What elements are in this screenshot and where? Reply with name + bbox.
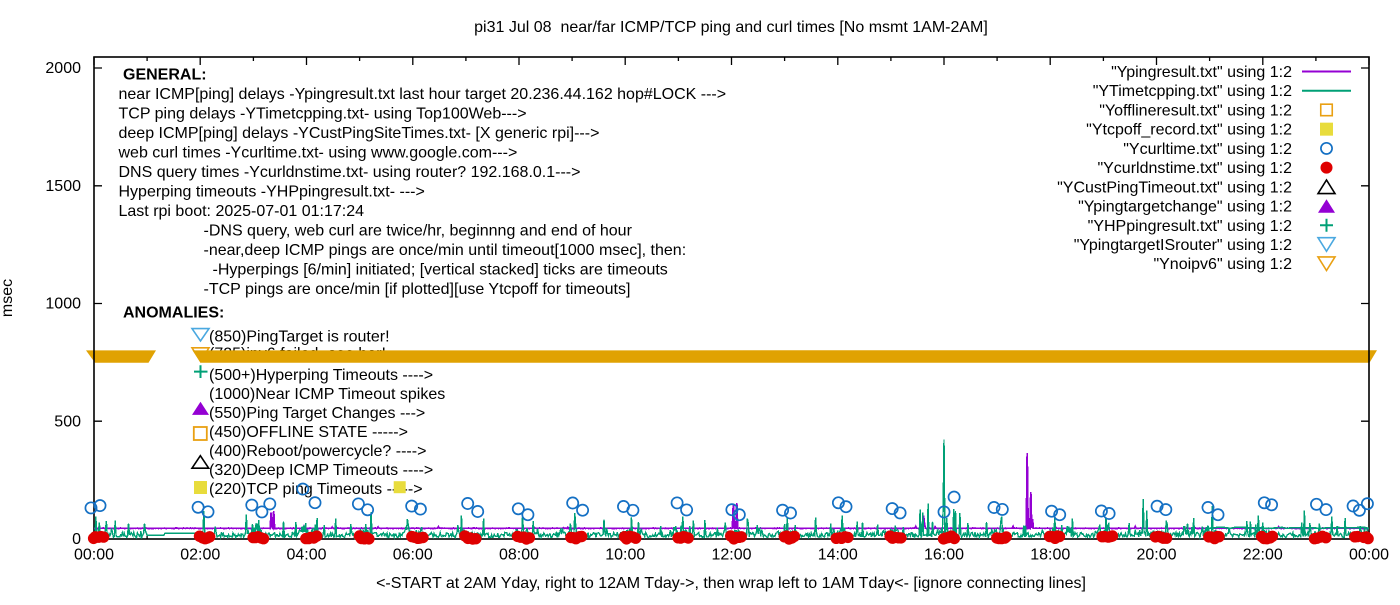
svg-text:"Ypingresult.txt" using 1:2: "Ypingresult.txt" using 1:2: [1111, 64, 1292, 81]
svg-text:06:00: 06:00: [393, 547, 433, 564]
svg-text:(550)Ping Target Changes --->: (550)Ping Target Changes --->: [209, 405, 425, 422]
svg-text:08:00: 08:00: [499, 547, 539, 564]
svg-text:"Yofflineresult.txt" using 1:2: "Yofflineresult.txt" using 1:2: [1099, 102, 1292, 119]
svg-text:16:00: 16:00: [924, 547, 964, 564]
svg-text:DNS query times -Ycurldnstime.: DNS query times -Ycurldnstime.txt- using…: [119, 164, 581, 181]
svg-text:20:00: 20:00: [1136, 547, 1176, 564]
svg-text:ANOMALIES:: ANOMALIES:: [123, 305, 224, 322]
svg-text:(500+)Hyperping Timeouts ---->: (500+)Hyperping Timeouts ---->: [209, 367, 433, 384]
svg-text:"Ytcpoff_record.txt" using 1:2: "Ytcpoff_record.txt" using 1:2: [1086, 122, 1292, 139]
svg-text:-TCP pings are once/min [if pl: -TCP pings are once/min [if plotted][use…: [204, 281, 631, 298]
svg-text:14:00: 14:00: [818, 547, 858, 564]
svg-text:near ICMP[ping] delays -Ypingr: near ICMP[ping] delays -Ypingresult.txt …: [119, 86, 727, 103]
svg-text:-near,deep ICMP pings are once: -near,deep ICMP pings are once/min until…: [204, 242, 687, 259]
svg-text:pi31 Jul 08 near/far ICMP/TCP: pi31 Jul 08 near/far ICMP/TCP ping and c…: [474, 19, 988, 36]
svg-text:(220)TCP ping Timeouts ----->: (220)TCP ping Timeouts ----->: [209, 481, 423, 498]
svg-text:-DNS query, web curl are twice: -DNS query, web curl are twice/hr, begin…: [204, 223, 633, 240]
svg-text:-Hyperpings [6/min] initiated;: -Hyperpings [6/min] initiated; [vertical…: [213, 262, 668, 279]
svg-text:"Ynoipv6" using 1:2: "Ynoipv6" using 1:2: [1153, 256, 1292, 273]
svg-text:"Ycurltime.txt" using 1:2: "Ycurltime.txt" using 1:2: [1123, 141, 1292, 158]
svg-text:1000: 1000: [45, 296, 81, 313]
svg-text:02:00: 02:00: [180, 547, 220, 564]
svg-text:Hyperping timeouts -YHPpingres: Hyperping timeouts -YHPpingresult.txt- -…: [119, 184, 425, 201]
svg-text:10:00: 10:00: [605, 547, 645, 564]
svg-text:12:00: 12:00: [711, 547, 751, 564]
svg-text:<-START at 2AM Yday, right to: <-START at 2AM Yday, right to 12AM Tday-…: [376, 575, 1086, 592]
svg-text:0: 0: [72, 531, 81, 548]
svg-text:"YCustPingTimeout.txt" using 1: "YCustPingTimeout.txt" using 1:2: [1057, 179, 1292, 196]
svg-text:00:00: 00:00: [1349, 547, 1389, 564]
svg-text:(320)Deep ICMP Timeouts ---->: (320)Deep ICMP Timeouts ---->: [209, 462, 433, 479]
svg-text:"Ypingtargetchange" using 1:2: "Ypingtargetchange" using 1:2: [1078, 199, 1292, 216]
svg-text:TCP ping delays -YTimetcpping.: TCP ping delays -YTimetcpping.txt- using…: [119, 106, 527, 123]
svg-text:"YHPpingresult.txt" using 1:2: "YHPpingresult.txt" using 1:2: [1088, 218, 1292, 235]
svg-text:1500: 1500: [45, 178, 81, 195]
svg-text:"YTimetcpping.txt" using 1:2: "YTimetcpping.txt" using 1:2: [1093, 83, 1292, 100]
svg-text:"Ycurldnstime.txt" using 1:2: "Ycurldnstime.txt" using 1:2: [1097, 160, 1292, 177]
svg-text:2000: 2000: [45, 60, 81, 77]
svg-text:(450)OFFLINE STATE ----->: (450)OFFLINE STATE ----->: [209, 424, 408, 441]
svg-text:00:00: 00:00: [74, 547, 114, 564]
svg-text:(1000)Near ICMP Timeout spikes: (1000)Near ICMP Timeout spikes: [209, 386, 445, 403]
svg-text:msec: msec: [0, 279, 16, 317]
svg-text:"YpingtargetISrouter" using 1:: "YpingtargetISrouter" using 1:2: [1074, 237, 1292, 254]
svg-text:Last rpi boot: 2025-07-01 01:1: Last rpi boot: 2025-07-01 01:17:24: [119, 203, 365, 220]
svg-text:(400)Reboot/powercycle? ---->: (400)Reboot/powercycle? ---->: [209, 443, 426, 460]
svg-text:web curl times -Ycurltime.txt-: web curl times -Ycurltime.txt- using www…: [118, 145, 518, 162]
svg-text:04:00: 04:00: [286, 547, 326, 564]
svg-text:deep ICMP[ping] delays -YCustP: deep ICMP[ping] delays -YCustPingSiteTim…: [119, 125, 600, 142]
svg-text:500: 500: [54, 413, 81, 430]
svg-text:GENERAL:: GENERAL:: [123, 67, 207, 84]
svg-text:(850)PingTarget is router!: (850)PingTarget is router!: [209, 329, 390, 346]
svg-text:18:00: 18:00: [1030, 547, 1070, 564]
svg-text:22:00: 22:00: [1243, 547, 1283, 564]
